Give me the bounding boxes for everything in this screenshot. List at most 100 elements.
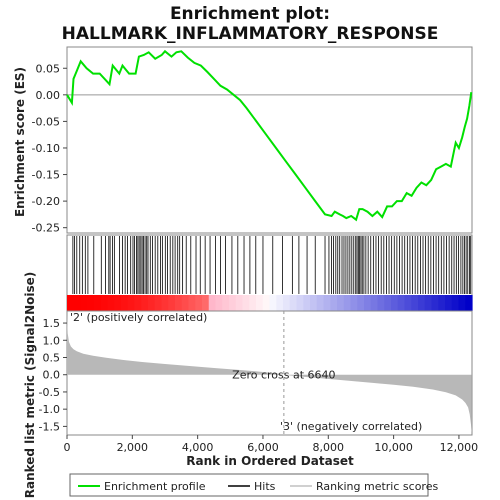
- gradient-cell: [222, 295, 230, 311]
- gradient-cell: [148, 295, 156, 311]
- metric-y-tick-label: -0.5: [39, 386, 60, 399]
- gradient-cell: [181, 295, 190, 311]
- metric-y-tick-label: 1.5: [43, 317, 61, 330]
- legend: Enrichment profile Hits Ranking metric s…: [69, 473, 438, 497]
- gradient-cell: [114, 295, 122, 311]
- x-tick-label: 4,000: [182, 441, 214, 454]
- gradient-cell: [411, 295, 419, 311]
- metric-area: [67, 314, 472, 433]
- es-y-ticks: 0.05 0.00 -0.05 -0.10 -0.15 -0.20 -0.25: [32, 62, 472, 235]
- x-tick-label: 2,000: [117, 441, 149, 454]
- gradient-cell: [445, 295, 453, 311]
- gradient-cell: [87, 295, 95, 311]
- gradient-cell: [235, 295, 244, 311]
- gradient-cell: [337, 295, 345, 311]
- gradient-cell: [262, 295, 271, 311]
- x-tick-label: 8,000: [313, 441, 345, 454]
- gradient-cell: [384, 295, 392, 311]
- es-y-tick-label: -0.15: [32, 169, 60, 182]
- es-y-tick-label: -0.05: [32, 115, 60, 128]
- gradient-cell: [188, 295, 196, 311]
- gradient-cell: [161, 295, 169, 311]
- gradient-cell: [168, 295, 176, 311]
- gradient-cell: [229, 295, 237, 311]
- gradient-cell: [316, 295, 325, 311]
- negative-correlation-label: '3' (negatively correlated): [280, 420, 422, 433]
- metric-y-ticks: 1.5 1.0 0.5 0.0 -0.5 -1.0 -1.5: [39, 317, 67, 433]
- chart-title-line2: HALLMARK_INFLAMMATORY_RESPONSE: [62, 24, 439, 44]
- gradient-cell: [269, 295, 277, 311]
- gradient-cell: [121, 295, 129, 311]
- rank-gradient-bar: [67, 295, 473, 311]
- zero-cross-label: Zero cross at 6640: [232, 369, 335, 382]
- gradient-cell: [175, 295, 183, 311]
- gradient-cell: [215, 295, 223, 311]
- gradient-cell: [94, 295, 102, 311]
- gradient-cell: [303, 295, 311, 311]
- gradient-cell: [127, 295, 136, 311]
- metric-y-tick-label: -1.5: [39, 420, 60, 433]
- x-axis-label: Rank in Ordered Dataset: [186, 454, 354, 468]
- gradient-cell: [283, 295, 291, 311]
- gradient-cell: [100, 295, 109, 311]
- metric-panel: Zero cross at 6640 '2' (positively corre…: [23, 272, 478, 499]
- es-panel: 0.05 0.00 -0.05 -0.10 -0.15 -0.20 -0.25 Enrich…: [13, 46, 473, 235]
- gradient-cell: [107, 295, 115, 311]
- metric-y-axis-label: Ranked list metric (Signal2Noise): [23, 272, 37, 499]
- metric-y-tick-label: 0.5: [43, 352, 61, 365]
- es-y-tick-label: 0.05: [36, 62, 61, 75]
- gradient-cell: [357, 295, 365, 311]
- metric-y-tick-label: -1.0: [39, 403, 60, 416]
- hits-panel: [66, 234, 473, 312]
- gradient-cell: [242, 295, 250, 311]
- gradient-cell: [208, 295, 217, 311]
- x-tick-label: 0: [64, 441, 71, 454]
- gradient-cell: [323, 295, 331, 311]
- gradient-cell: [418, 295, 426, 311]
- gradient-cell: [134, 295, 142, 311]
- es-y-axis-label: Enrichment score (ES): [13, 67, 27, 217]
- gradient-cell: [276, 295, 284, 311]
- gradient-cell: [202, 295, 210, 311]
- chart-title-line1: Enrichment plot:: [170, 4, 330, 24]
- legend-label-ranking: Ranking metric scores: [316, 480, 438, 493]
- gradient-cell: [73, 295, 82, 311]
- gradient-cell: [80, 295, 88, 311]
- gradient-cell: [330, 295, 338, 311]
- gradient-cell: [404, 295, 412, 311]
- positive-correlation-label: '2' (positively correlated): [70, 311, 207, 324]
- gradient-cell: [296, 295, 304, 311]
- es-y-tick-label: -0.20: [32, 195, 60, 208]
- gradient-cell: [364, 295, 372, 311]
- x-tick-label: 12,000: [440, 441, 479, 454]
- gradient-cell: [391, 295, 399, 311]
- gradient-cell: [465, 295, 473, 311]
- x-tick-label: 10,000: [374, 441, 413, 454]
- gradient-cell: [431, 295, 439, 311]
- gradient-cell: [249, 295, 257, 311]
- gradient-cell: [141, 295, 149, 311]
- gradient-cell: [377, 295, 385, 311]
- es-series-line: [66, 49, 473, 222]
- gradient-cell: [289, 295, 298, 311]
- gradient-cell: [256, 295, 264, 311]
- metric-y-tick-label: 1.0: [43, 334, 61, 347]
- gradient-cell: [310, 295, 318, 311]
- gradient-cell: [350, 295, 358, 311]
- gradient-cell: [67, 295, 75, 311]
- legend-box: [69, 473, 429, 497]
- gradient-cell: [195, 295, 203, 311]
- gradient-cell: [397, 295, 406, 311]
- es-y-tick-label: -0.10: [32, 142, 60, 155]
- metric-y-tick-label: 0.0: [43, 369, 61, 382]
- gradient-cell: [154, 295, 163, 311]
- gradient-cell: [438, 295, 446, 311]
- gradient-cell: [424, 295, 433, 311]
- hit-lines: [72, 236, 472, 294]
- x-tick-label: 6,000: [247, 441, 279, 454]
- gradient-cell: [343, 295, 352, 311]
- legend-label-enrichment: Enrichment profile: [104, 480, 206, 493]
- es-y-tick-label: 0.00: [36, 89, 61, 102]
- gradient-cell: [451, 295, 460, 311]
